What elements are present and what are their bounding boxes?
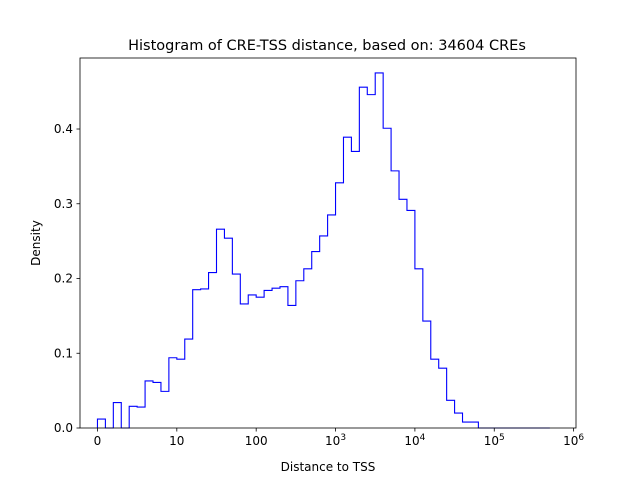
y-tick-label: 0.2 — [54, 272, 73, 286]
x-tick-label: 10 — [169, 434, 184, 448]
x-axis-ticks: 0 10 100 103 104 105 106 — [94, 428, 584, 448]
x-tick-label: 0 — [94, 434, 102, 448]
x-axis-label: Distance to TSS — [281, 460, 376, 474]
x-tick-label: 105 — [484, 433, 505, 448]
y-tick-label: 0.4 — [54, 122, 73, 136]
x-tick-label: 104 — [404, 433, 425, 448]
y-tick-label: 0.1 — [54, 346, 73, 360]
histogram-step-line — [96, 72, 550, 429]
axes-frame — [79, 57, 577, 429]
chart-title: Histogram of CRE-TSS distance, based on:… — [128, 38, 526, 54]
x-tick-label: 100 — [245, 434, 268, 448]
y-tick-label: 0.0 — [54, 421, 73, 435]
x-tick-label: 106 — [563, 433, 584, 448]
y-tick-label: 0.3 — [54, 197, 73, 211]
x-tick-label: 103 — [325, 433, 346, 448]
y-axis-label: Density — [29, 220, 43, 266]
plot-area — [79, 57, 577, 429]
y-axis-ticks: 0.0 0.1 0.2 0.3 0.4 — [54, 122, 80, 435]
